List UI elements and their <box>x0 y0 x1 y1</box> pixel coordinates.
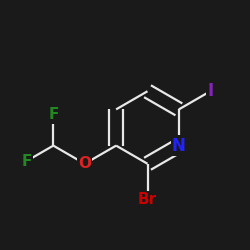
Text: N: N <box>172 136 186 154</box>
Text: O: O <box>78 156 91 171</box>
Text: Br: Br <box>138 192 157 208</box>
Text: F: F <box>48 107 58 122</box>
Text: I: I <box>207 82 213 100</box>
Text: F: F <box>22 154 32 168</box>
